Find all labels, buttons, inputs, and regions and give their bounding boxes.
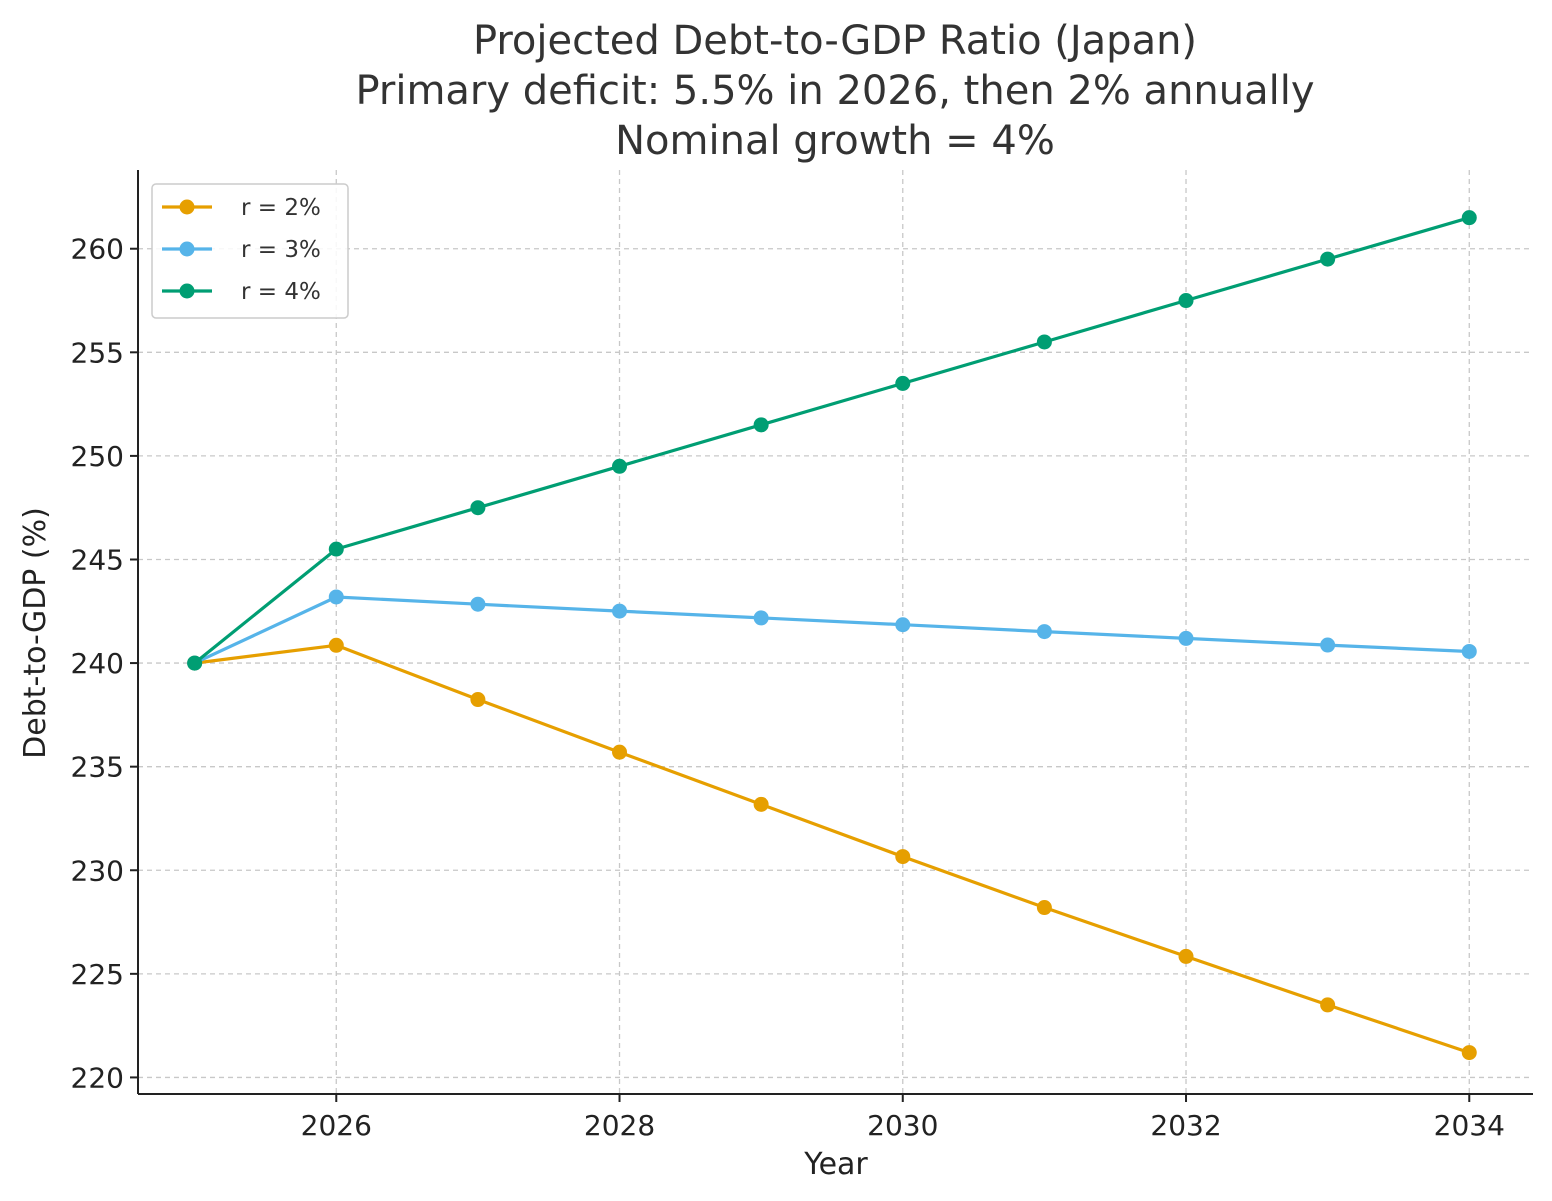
x-tick-label-2034: 2034 (1434, 1109, 1505, 1142)
legend-entry-1: r = 2% (162, 195, 321, 221)
grid (138, 170, 1533, 1094)
data-point-s2-2030 (895, 617, 911, 633)
legend: r = 2% r = 3% r = 4% (151, 183, 349, 319)
data-point-s2-2029 (753, 610, 769, 626)
data-point-s2-2028 (612, 603, 628, 619)
data-point-s2-2031 (1036, 624, 1052, 640)
y-tick-label-255: 255 (71, 336, 124, 369)
y-tick-label-240: 240 (71, 647, 124, 680)
data-point-s1-2031 (1036, 900, 1052, 916)
data-point-s3-2026 (328, 541, 344, 557)
chart-title-line-3: Nominal growth = 4% (615, 118, 1055, 164)
data-point-s1-2033 (1320, 997, 1336, 1013)
data-point-s2-2026 (328, 589, 344, 605)
axes: 2026 2028 2030 2032 2034 220 225 230 235 240 245 25… (71, 170, 1533, 1142)
legend-label-1: r = 2% (241, 195, 321, 221)
legend-box (151, 183, 349, 319)
y-axis-label: Debt-to-GDP (%) (18, 507, 53, 759)
y-tick-label-235: 235 (71, 751, 124, 784)
data-point-s3-2030 (895, 375, 911, 391)
legend-entry-3: r = 4% (162, 279, 321, 305)
series-1 (187, 637, 1477, 1061)
chart-title: Projected Debt-to-GDP Ratio (Japan) Prim… (355, 18, 1314, 164)
data-point-s1-2030 (895, 849, 911, 865)
x-tick-label-2026: 2026 (301, 1109, 372, 1142)
legend-label-3: r = 4% (241, 279, 321, 305)
data-point-s1-2027 (470, 692, 486, 708)
y-tick-label-260: 260 (71, 233, 124, 266)
legend-swatch-marker-2 (179, 241, 195, 257)
series-line-3 (193, 216, 1470, 665)
y-tick-label-245: 245 (71, 543, 124, 576)
x-tick-label-2030: 2030 (867, 1109, 938, 1142)
series-3 (187, 210, 1477, 671)
data-point-s1-2034 (1461, 1045, 1477, 1061)
data-point-s2-2032 (1178, 630, 1194, 646)
data-point-s3-2025 (187, 655, 203, 671)
y-tick-label-250: 250 (71, 440, 124, 473)
series-line-2 (193, 595, 1470, 665)
chart-title-line-2: Primary deficit: 5.5% in 2026, then 2% a… (355, 68, 1314, 114)
data-point-s1-2029 (753, 796, 769, 812)
data-point-s2-2034 (1461, 643, 1477, 659)
legend-label-2: r = 3% (241, 237, 321, 263)
data-point-s3-2034 (1461, 210, 1477, 226)
series-lines (187, 210, 1477, 1061)
data-point-s3-2032 (1178, 293, 1194, 309)
legend-entry-2: r = 3% (162, 237, 321, 263)
legend-swatch-marker-1 (179, 199, 195, 215)
series-line-1 (194, 643, 1470, 1055)
chart-title-line-1: Projected Debt-to-GDP Ratio (Japan) (473, 18, 1197, 64)
data-point-s3-2031 (1036, 334, 1052, 350)
data-point-s1-2026 (328, 637, 344, 653)
x-tick-label-2028: 2028 (584, 1109, 655, 1142)
legend-swatch-marker-3 (179, 283, 195, 299)
data-point-s3-2029 (753, 417, 769, 433)
data-point-s3-2027 (470, 500, 486, 516)
y-tick-label-225: 225 (71, 958, 124, 991)
data-point-s1-2028 (612, 744, 628, 760)
data-point-s1-2032 (1178, 948, 1194, 964)
data-point-s2-2027 (470, 596, 486, 612)
data-point-s2-2033 (1320, 637, 1336, 653)
x-axis-label: Year (803, 1147, 868, 1182)
y-tick-label-230: 230 (71, 854, 124, 887)
series-2 (187, 589, 1477, 671)
data-point-s3-2033 (1320, 251, 1336, 267)
y-tick-label-220: 220 (71, 1061, 124, 1094)
data-point-s3-2028 (612, 458, 628, 474)
x-tick-label-2032: 2032 (1150, 1109, 1221, 1142)
